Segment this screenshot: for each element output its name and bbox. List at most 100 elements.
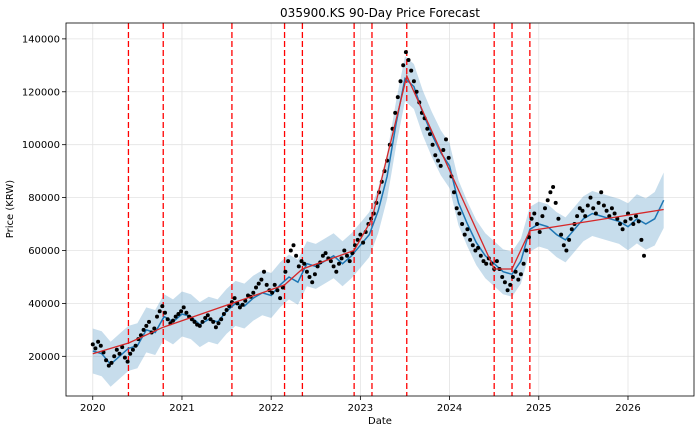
observed-point [604, 208, 609, 213]
observed-point [545, 198, 550, 203]
observed-point [275, 288, 280, 293]
observed-point [561, 243, 566, 248]
y-tick-label: 80000 [28, 193, 60, 204]
observed-point [112, 354, 117, 359]
observed-point [543, 206, 547, 211]
observed-point [607, 214, 612, 219]
observed-point [494, 259, 499, 264]
observed-point [262, 269, 266, 274]
observed-point [334, 269, 339, 274]
observed-point [478, 253, 483, 258]
observed-point [176, 312, 181, 316]
observed-point [601, 203, 606, 208]
observed-point [642, 253, 646, 258]
observed-point [564, 248, 569, 253]
observed-point [312, 272, 317, 277]
observed-point [165, 317, 170, 322]
y-tick-label: 120000 [22, 87, 60, 98]
observed-point [211, 319, 216, 324]
observed-point [278, 296, 283, 301]
observed-point [476, 245, 481, 250]
observed-point [155, 314, 159, 319]
observed-point [411, 79, 416, 84]
observed-point [320, 253, 325, 258]
observed-point [296, 264, 301, 269]
observed-point [414, 89, 419, 94]
chart-title: 035900.KS 90-Day Price Forecast [280, 6, 480, 20]
observed-point [591, 206, 596, 211]
observed-point [465, 227, 470, 232]
x-tick-label: 2026 [615, 403, 640, 414]
observed-point [304, 269, 309, 274]
observed-point [114, 347, 119, 352]
y-tick-label: 60000 [28, 246, 60, 257]
observed-point [283, 269, 288, 274]
observed-point [96, 339, 101, 344]
y-tick-label: 40000 [28, 299, 60, 310]
observed-point [307, 275, 312, 279]
observed-point [197, 323, 202, 328]
observed-point [171, 318, 175, 323]
x-tick-label: 2021 [169, 403, 194, 414]
observed-point [141, 327, 146, 332]
observed-point [428, 132, 432, 137]
plot-frame [65, 22, 695, 397]
observed-point [588, 195, 593, 200]
y-axis-label: Price (KRW) [5, 180, 16, 238]
observed-point [130, 347, 135, 352]
observed-point [618, 222, 622, 226]
x-axis-label: Date [368, 416, 392, 427]
observed-point [213, 325, 218, 330]
observed-point [583, 214, 588, 219]
observed-point [90, 342, 95, 347]
observed-point [430, 142, 435, 147]
observed-point [219, 317, 224, 322]
observed-point [232, 296, 237, 301]
observed-point [470, 243, 475, 248]
observed-point [623, 219, 628, 224]
observed-point [403, 50, 408, 55]
observed-point [441, 148, 446, 152]
changepoint-lines [127, 23, 531, 396]
observed-point [216, 321, 221, 326]
observed-point [358, 232, 363, 237]
observed-point [551, 185, 556, 189]
y-axis: 20000 40000 60000 80000 100000 120000 140000 [22, 34, 66, 363]
observed-point [147, 319, 151, 324]
observed-point [224, 308, 229, 312]
y-tick-label: 20000 [28, 352, 60, 363]
observed-point [328, 259, 333, 264]
observed-point [599, 190, 604, 195]
observed-point [609, 206, 614, 211]
observed-point [631, 222, 636, 226]
observed-point [144, 323, 149, 328]
observed-point [128, 351, 133, 356]
observed-point [460, 222, 465, 226]
observed-point [93, 346, 98, 351]
observed-point [393, 110, 398, 115]
observed-point [484, 261, 489, 266]
observed-point [462, 232, 467, 237]
observed-point [529, 216, 534, 221]
observed-point [473, 248, 478, 253]
observed-point [138, 333, 143, 338]
x-tick-label: 2024 [437, 403, 462, 414]
observed-point [628, 216, 633, 221]
observed-point [433, 153, 438, 158]
observed-point [639, 237, 644, 242]
observed-point [580, 208, 585, 213]
observed-point [302, 261, 307, 266]
observed-point [288, 248, 293, 253]
observed-point [521, 261, 526, 266]
observed-point [259, 277, 264, 282]
observed-point [452, 190, 456, 195]
x-tick-label: 2025 [526, 403, 551, 414]
observed-point [122, 355, 127, 360]
observed-point [294, 253, 299, 258]
observed-point [513, 269, 518, 274]
observed-point [286, 259, 291, 264]
observed-point [173, 314, 178, 319]
observed-point [615, 216, 620, 221]
observed-point [157, 309, 162, 314]
observed-point [593, 211, 598, 216]
